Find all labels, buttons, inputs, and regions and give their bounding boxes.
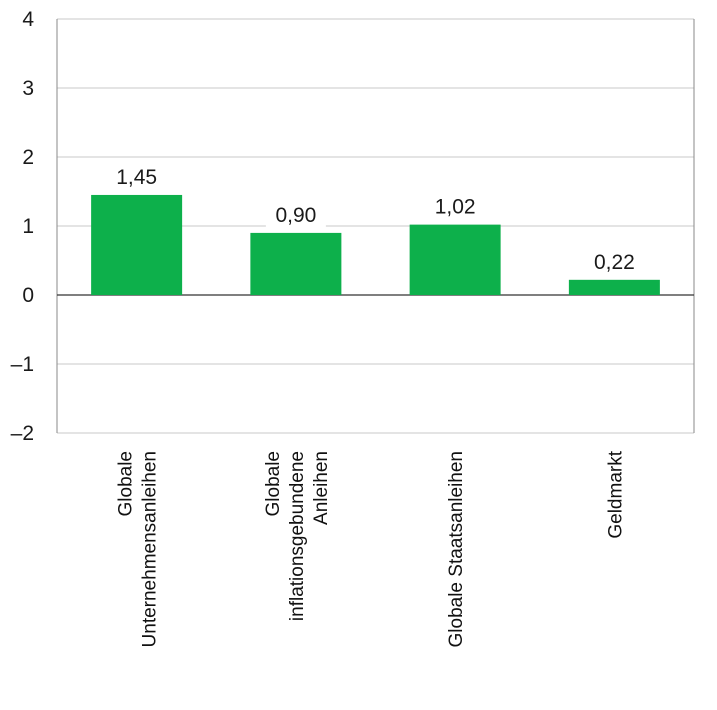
data-label-4: 0,22 — [594, 251, 635, 274]
y-tick-label: –2 — [11, 422, 34, 445]
data-label-background — [425, 191, 486, 222]
category-label-line: Geldmarkt — [605, 450, 626, 538]
y-tick-label: 0 — [22, 284, 34, 307]
category-label-4: Geldmarkt — [605, 450, 626, 538]
category-label-line: Anleihen — [311, 451, 332, 525]
y-tick-label: –1 — [11, 353, 34, 376]
bar-4 — [568, 279, 660, 295]
data-labels: 1,45 0,90 1,02 0,22 — [106, 161, 645, 277]
category-label-line: Globale Staatsanleihen — [446, 451, 467, 647]
category-labels: Globale Unternehmensanleihen Globale inflat… — [116, 450, 627, 647]
data-label-background — [106, 161, 167, 192]
bars — [91, 194, 660, 295]
bar-1 — [91, 194, 183, 295]
category-label-2: Globale inflationsgebundene Anleihen — [263, 451, 332, 621]
y-tick-label: 4 — [22, 8, 34, 31]
category-label-line: Globale — [116, 451, 137, 517]
data-label-background — [265, 199, 326, 230]
category-label-line: Globale — [263, 451, 284, 517]
category-label-1: Globale Unternehmensanleihen — [116, 451, 161, 647]
category-label-line: Unternehmensanleihen — [140, 451, 161, 647]
data-label-background — [584, 246, 645, 277]
data-label-1: 1,45 — [116, 166, 157, 189]
y-tick-label: 1 — [22, 215, 34, 238]
bar-3 — [409, 224, 501, 295]
data-label-2: 0,90 — [275, 204, 316, 227]
y-tick-label: 2 — [22, 146, 34, 169]
category-label-3: Globale Staatsanleihen — [446, 451, 467, 647]
category-label-line: inflationsgebundene — [287, 451, 308, 621]
y-tick-label: 3 — [22, 77, 34, 100]
data-label-3: 1,02 — [435, 196, 476, 219]
y-axis-tick-labels: 4 3 2 1 0 –1 –2 — [11, 8, 35, 445]
bar-2 — [250, 232, 342, 295]
